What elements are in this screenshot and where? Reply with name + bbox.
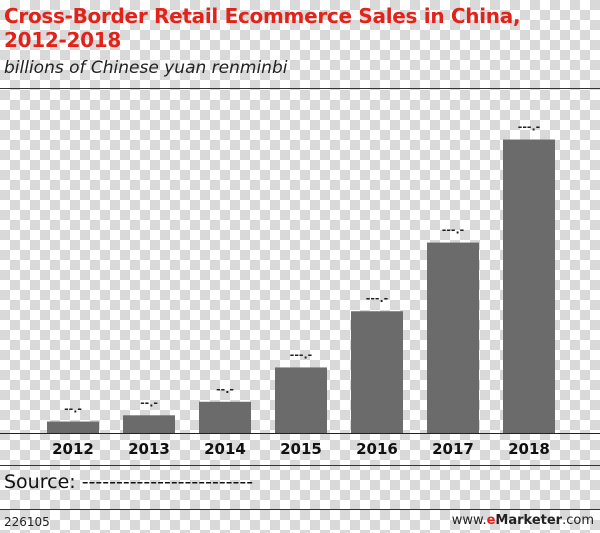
x-tick-label-2014: 2014: [204, 440, 246, 458]
chart-title: Cross-Border Retail Ecommerce Sales in C…: [4, 4, 521, 52]
chart-subtitle: billions of Chinese yuan renminbi: [4, 58, 288, 78]
brand-prefix: www.: [451, 513, 487, 528]
emarketer-logo[interactable]: www.eMarketer.com: [452, 513, 594, 529]
data-label-2016: ---.-: [366, 292, 388, 305]
x-tick-label-2013: 2013: [128, 440, 170, 458]
bar-2012: [47, 421, 99, 433]
x-tick-label-2012: 2012: [52, 440, 94, 458]
bar-2016: [351, 311, 403, 433]
bar-2017: [427, 242, 479, 433]
brand-name: Marketer: [495, 513, 563, 528]
bar-2018: [503, 139, 555, 433]
source-note: Source: -------------------------: [4, 471, 254, 493]
x-tick-label-2017: 2017: [432, 440, 474, 458]
x-tick-label-2015: 2015: [280, 440, 322, 458]
data-label-2017: ---.-: [442, 224, 464, 237]
bar-2015: [275, 367, 327, 433]
data-label-2014: --.-: [216, 383, 234, 396]
data-label-2012: --.-: [64, 403, 82, 416]
footer-divider: [0, 509, 600, 510]
x-tick-label-2016: 2016: [356, 440, 398, 458]
bar-2014: [199, 401, 251, 433]
data-label-2015: ---.-: [290, 348, 312, 361]
bar-2013: [123, 415, 175, 433]
brand-suffix: .com: [562, 513, 594, 528]
x-tick-label-2018: 2018: [508, 440, 550, 458]
chart-id: 226105: [4, 515, 50, 529]
brand-e: e: [486, 513, 496, 528]
data-label-2018: ---.-: [518, 121, 540, 134]
source-divider: [0, 465, 600, 466]
bar-chart: --.- 2012 --.- 2013 --.- 2014 ---.- 2015 ---.- 20…: [0, 121, 600, 458]
header-divider: [0, 88, 600, 89]
data-label-2013: --.-: [140, 396, 158, 409]
